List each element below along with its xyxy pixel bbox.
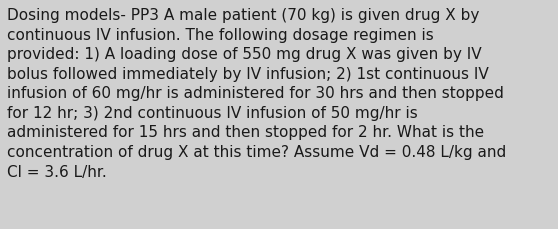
Text: Dosing models- PP3 A male patient (70 kg) is given drug X by
continuous IV infus: Dosing models- PP3 A male patient (70 kg… [7, 8, 507, 179]
